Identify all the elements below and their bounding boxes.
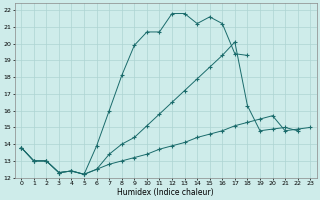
X-axis label: Humidex (Indice chaleur): Humidex (Indice chaleur) [117,188,214,197]
